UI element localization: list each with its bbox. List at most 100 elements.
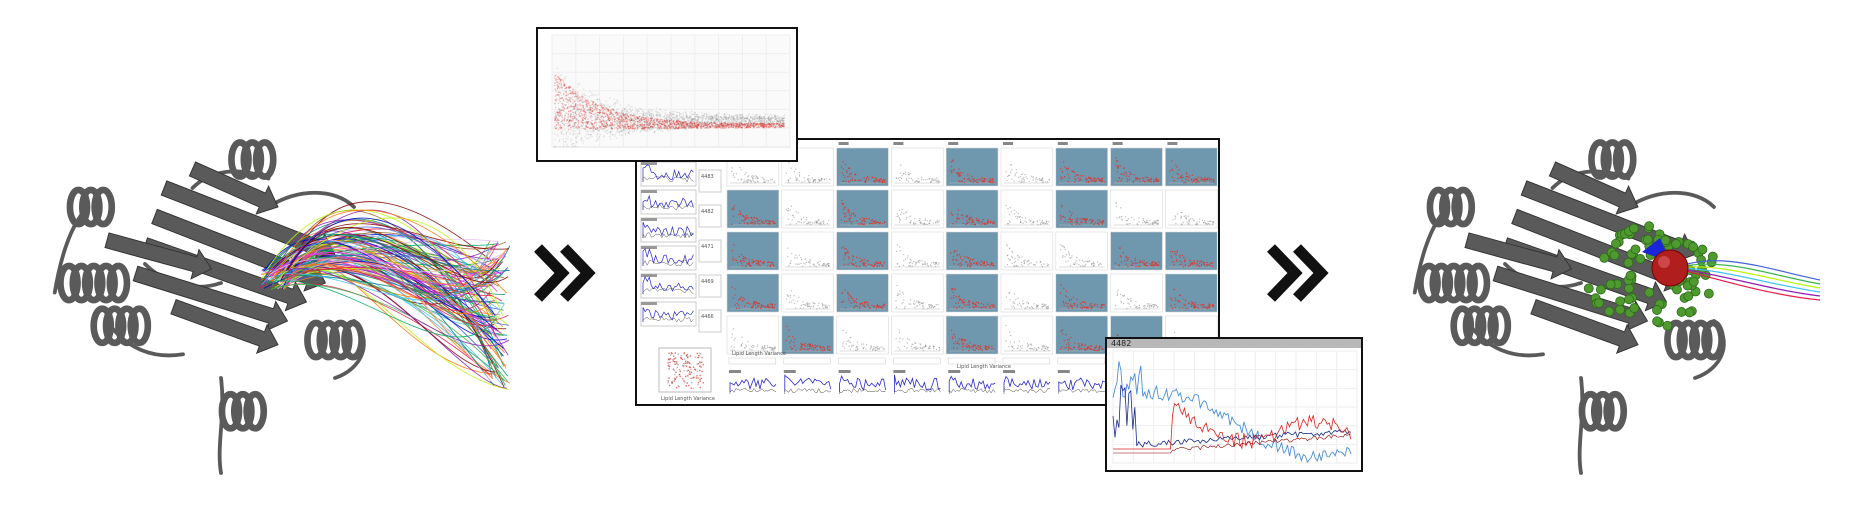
density-mark	[852, 255, 854, 257]
density-mark	[1044, 303, 1046, 305]
gray-sample	[727, 125, 730, 128]
column-header-tag	[838, 142, 849, 145]
density-mark	[803, 304, 806, 306]
density-mark	[1153, 181, 1155, 183]
density-mark	[960, 300, 963, 302]
gray-sample	[634, 118, 637, 121]
density-mark	[807, 349, 809, 351]
density-mark	[935, 304, 937, 306]
density-mark	[917, 178, 920, 180]
density-mark	[1181, 263, 1183, 265]
density-mark	[966, 215, 968, 217]
density-mark	[795, 254, 797, 256]
density-mark	[881, 263, 883, 265]
density-mark	[861, 302, 864, 304]
density-mark	[732, 257, 734, 259]
density-mark	[851, 177, 853, 179]
density-mark	[757, 223, 759, 225]
density-mark	[956, 255, 958, 257]
density-mark	[926, 223, 928, 225]
density-mark	[922, 347, 924, 349]
density-mark	[906, 257, 909, 259]
density-mark	[1176, 250, 1178, 252]
density-mark	[1009, 174, 1011, 177]
density-mark	[771, 347, 774, 350]
density-mark	[1117, 289, 1119, 291]
density-mark	[926, 220, 928, 222]
gray-sample	[732, 124, 735, 126]
gray-sample	[714, 126, 717, 128]
density-mark	[952, 258, 954, 261]
density-mark	[850, 336, 852, 339]
gray-sample	[650, 128, 652, 131]
density-mark	[751, 349, 753, 351]
gray-sample	[607, 116, 609, 119]
scatter-point	[682, 362, 685, 365]
gray-sample	[726, 116, 728, 119]
density-mark	[1126, 219, 1129, 222]
density-mark	[1152, 306, 1155, 308]
gray-sample	[594, 114, 596, 116]
density-mark	[847, 291, 849, 293]
gray-sample	[632, 123, 634, 126]
gray-sample	[589, 104, 591, 106]
gray-sample	[711, 120, 713, 122]
density-mark	[956, 217, 958, 219]
density-mark	[771, 304, 773, 306]
gray-sample	[774, 118, 776, 120]
density-mark	[1182, 307, 1184, 309]
gray-sample	[576, 106, 578, 108]
gray-sample	[587, 129, 589, 132]
tunnel-path	[263, 238, 492, 318]
gray-sample	[569, 140, 571, 142]
density-mark	[1119, 247, 1121, 249]
gray-sample	[576, 98, 579, 100]
scatter-point	[677, 364, 679, 366]
density-mark	[992, 221, 994, 223]
density-mark	[1139, 260, 1141, 262]
gray-sample	[713, 120, 715, 123]
gray-sample	[689, 126, 692, 128]
gray-sample	[677, 117, 679, 120]
gray-sample	[560, 109, 562, 111]
gray-sample	[689, 116, 692, 119]
density-mark	[968, 302, 970, 304]
density-mark	[1179, 260, 1181, 262]
density-mark	[802, 217, 805, 219]
gray-sample	[601, 111, 603, 113]
gray-sample	[725, 116, 727, 118]
density-mark	[803, 344, 805, 346]
density-mark	[1078, 259, 1081, 261]
density-mark	[865, 348, 867, 350]
density-mark	[1026, 177, 1028, 180]
gray-sample	[740, 115, 742, 117]
gray-sample	[747, 121, 750, 124]
gray-sample	[632, 119, 635, 122]
gray-sample	[782, 118, 784, 120]
gray-sample	[623, 113, 625, 116]
density-mark	[1073, 303, 1075, 305]
density-mark	[1037, 178, 1039, 181]
density-mark	[1012, 345, 1014, 348]
density-mark	[1187, 223, 1189, 225]
density-mark	[1024, 259, 1026, 261]
gray-sample	[563, 77, 566, 79]
density-mark	[1211, 223, 1214, 225]
density-mark	[973, 223, 975, 226]
gray-sample	[735, 121, 738, 123]
gray-sample	[738, 119, 741, 121]
density-mark	[815, 265, 817, 267]
density-mark	[992, 222, 994, 225]
density-mark	[809, 346, 811, 348]
gray-sample	[586, 137, 588, 140]
gray-sample	[575, 94, 578, 96]
gray-sample	[578, 83, 581, 85]
gray-sample	[655, 127, 657, 129]
density-mark	[1031, 223, 1033, 225]
gray-sample	[649, 120, 651, 122]
density-mark	[1011, 178, 1013, 180]
gray-sample	[588, 109, 590, 111]
density-mark	[844, 289, 846, 291]
helix-turn	[304, 319, 328, 361]
density-mark	[859, 257, 861, 259]
